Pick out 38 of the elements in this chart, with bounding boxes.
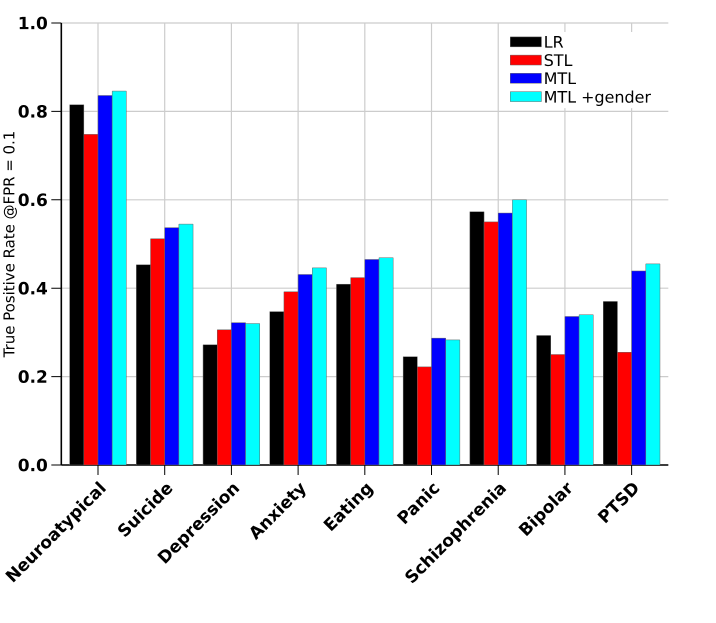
bar [550, 354, 566, 465]
y-tick-label: 0.8 [18, 104, 47, 118]
bar [498, 212, 513, 465]
y-tick-label: 0.6 [18, 193, 47, 206]
bar [164, 227, 180, 465]
bar [646, 264, 660, 465]
bar [512, 200, 527, 465]
bar [245, 323, 260, 465]
bar [484, 222, 498, 465]
bar [578, 314, 594, 465]
bar [312, 268, 327, 465]
y-tick-label: 0.4 [18, 282, 48, 295]
bar [417, 366, 432, 465]
bar [378, 257, 394, 465]
bar [364, 259, 380, 465]
bar [216, 329, 232, 465]
y-tick-label: 1.0 [20, 16, 47, 30]
bar [564, 316, 580, 465]
legend-label: MTL [545, 72, 576, 84]
y-tick-label: 0.2 [18, 370, 46, 383]
bar [231, 322, 246, 465]
bar [112, 90, 127, 465]
legend-label: MTL +gender [545, 90, 651, 106]
bar [431, 338, 446, 465]
bar [178, 224, 194, 465]
legend-label: LR [545, 36, 564, 48]
bar [150, 238, 165, 465]
bar [631, 270, 646, 465]
bar [445, 340, 460, 465]
bar [98, 95, 112, 465]
bar [298, 274, 313, 465]
bar [617, 352, 632, 465]
legend-label: STL [544, 54, 572, 66]
bar [84, 134, 98, 465]
y-axis-title: True Positive Rate @FPR = 0.1 [3, 132, 17, 358]
bar [350, 277, 366, 465]
bar [284, 291, 298, 465]
y-tick-label: 0.0 [18, 458, 47, 472]
